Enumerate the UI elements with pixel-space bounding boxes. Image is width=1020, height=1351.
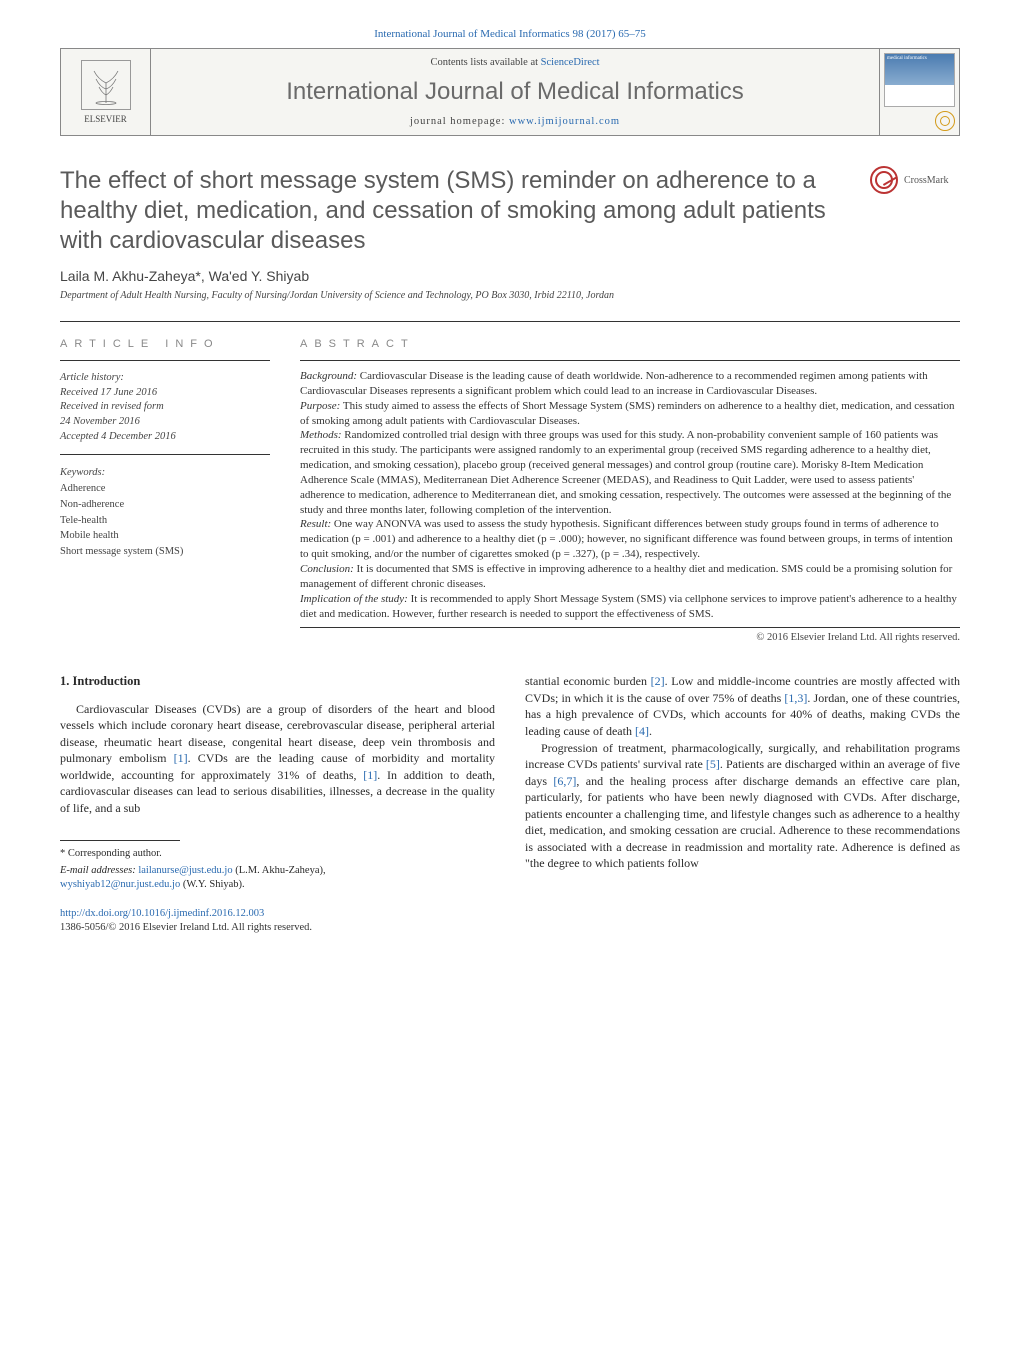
citation-link[interactable]: [1] (174, 751, 188, 765)
crossmark-badge[interactable]: CrossMark (870, 166, 960, 194)
abstract-label: Purpose: (300, 400, 340, 412)
paragraph: Progression of treatment, pharmacologica… (525, 740, 960, 872)
homepage-link[interactable]: www.ijmijournal.com (509, 116, 620, 127)
email-link[interactable]: wyshiyab12@nur.just.edu.jo (60, 879, 180, 890)
abstract-label: Implication of the study: (300, 593, 408, 605)
journal-name: International Journal of Medical Informa… (159, 78, 871, 106)
abstract-text: One way ANONVA was used to assess the st… (300, 518, 953, 560)
issn-copyright: 1386-5056/© 2016 Elsevier Ireland Ltd. A… (60, 921, 495, 935)
email-addresses: wyshiyab12@nur.just.edu.jo (W.Y. Shiyab)… (60, 878, 495, 892)
citation-link[interactable]: [5] (706, 757, 720, 771)
abstract-text: Cardiovascular Disease is the leading ca… (300, 370, 928, 397)
author-affiliation: Department of Adult Health Nursing, Facu… (60, 290, 960, 301)
history-item: 24 November 2016 (60, 415, 270, 430)
cover-label: medical informatics (887, 56, 952, 61)
author-list: Laila M. Akhu-Zaheya*, Wa'ed Y. Shiyab (60, 268, 960, 284)
crossmark-label: CrossMark (904, 175, 948, 186)
paragraph: stantial economic burden [2]. Low and mi… (525, 673, 960, 739)
email-link[interactable]: lailanurse@just.edu.jo (138, 865, 232, 876)
journal-header-mid: Contents lists available at ScienceDirec… (151, 49, 879, 135)
journal-cover: medical informatics (879, 49, 959, 135)
keywords: Keywords: Adherence Non-adherence Tele-h… (60, 465, 270, 560)
abstract-heading: abstract (300, 338, 960, 350)
email-addresses: E-mail addresses: lailanurse@just.edu.jo… (60, 864, 495, 878)
abstract-label: Methods: (300, 429, 342, 441)
citation-link[interactable]: [6,7] (553, 774, 576, 788)
email-attribution: (L.M. Akhu-Zaheya), (233, 865, 326, 876)
history-item: Received in revised form (60, 400, 270, 415)
section-heading: 1. Introduction (60, 673, 495, 690)
corresponding-author: * Corresponding author. (60, 847, 495, 861)
cover-thumbnail: medical informatics (884, 53, 955, 107)
column-right: stantial economic burden [2]. Low and mi… (525, 673, 960, 936)
doi: http://dx.doi.org/10.1016/j.ijmedinf.201… (60, 907, 495, 921)
history-item: Accepted 4 December 2016 (60, 430, 270, 445)
contents-prefix: Contents lists available at (430, 57, 540, 68)
keyword: Adherence (60, 481, 270, 497)
email-attribution: (W.Y. Shiyab). (180, 879, 244, 890)
abstract: abstract Background: Cardiovascular Dise… (300, 338, 960, 643)
publisher-logo: ELSEVIER (61, 49, 151, 135)
article-info-heading: article info (60, 338, 270, 350)
keyword: Mobile health (60, 528, 270, 544)
body-columns: 1. Introduction Cardiovascular Diseases … (60, 673, 960, 936)
abstract-text: This study aimed to assess the effects o… (300, 400, 955, 427)
journal-header: ELSEVIER Contents lists available at Sci… (60, 48, 960, 136)
history-label: Article history: (60, 371, 270, 386)
publisher-name: ELSEVIER (84, 114, 127, 124)
elsevier-tree-icon (81, 60, 131, 110)
citation-link[interactable]: [1] (363, 768, 377, 782)
article-history: Article history: Received 17 June 2016 R… (60, 371, 270, 444)
crossmark-icon (870, 166, 898, 194)
keywords-label: Keywords: (60, 465, 270, 481)
open-access-icon (935, 111, 955, 131)
article-page: International Journal of Medical Informa… (0, 0, 1020, 976)
sciencedirect-link[interactable]: ScienceDirect (541, 57, 600, 68)
article-title: The effect of short message system (SMS)… (60, 166, 850, 256)
contents-available: Contents lists available at ScienceDirec… (159, 57, 871, 68)
abstract-label: Result: (300, 518, 331, 530)
article-info: article info Article history: Received 1… (60, 338, 270, 643)
abstract-label: Background: (300, 370, 357, 382)
keyword: Short message system (SMS) (60, 544, 270, 560)
citation-link[interactable]: [1,3] (784, 691, 807, 705)
doi-link[interactable]: http://dx.doi.org/10.1016/j.ijmedinf.201… (60, 908, 264, 919)
abstract-copyright: © 2016 Elsevier Ireland Ltd. All rights … (300, 627, 960, 643)
history-item: Received 17 June 2016 (60, 386, 270, 401)
abstract-label: Conclusion: (300, 563, 354, 575)
abstract-text: It is documented that SMS is effective i… (300, 563, 952, 590)
column-left: 1. Introduction Cardiovascular Diseases … (60, 673, 495, 936)
citation-link[interactable]: [4] (635, 724, 649, 738)
abstract-body: Background: Cardiovascular Disease is th… (300, 369, 960, 621)
paragraph: Cardiovascular Diseases (CVDs) are a gro… (60, 701, 495, 817)
journal-homepage: journal homepage: www.ijmijournal.com (159, 116, 871, 127)
keyword: Non-adherence (60, 497, 270, 513)
info-abstract-row: article info Article history: Received 1… (60, 321, 960, 643)
footnotes: * Corresponding author. E-mail addresses… (60, 840, 495, 935)
keyword: Tele-health (60, 513, 270, 529)
journal-issue-link[interactable]: International Journal of Medical Informa… (60, 28, 960, 40)
abstract-text: Randomized controlled trial design with … (300, 429, 951, 515)
email-label: E-mail addresses: (60, 865, 138, 876)
homepage-prefix: journal homepage: (410, 116, 509, 127)
citation-link[interactable]: [2] (651, 674, 665, 688)
